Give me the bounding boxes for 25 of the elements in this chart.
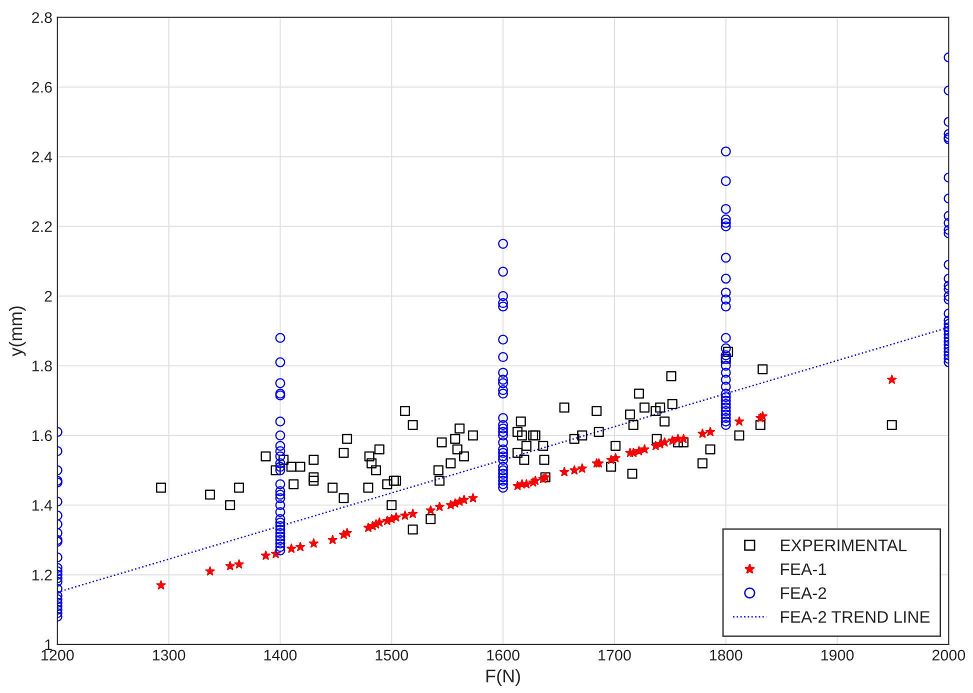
x-tick-label: 1500 [376, 650, 408, 661]
y-tick-label: 1.8 [32, 360, 52, 372]
legend-label: FEA-2 TREND LINE [781, 611, 930, 623]
x-tick-label: 1200 [42, 650, 74, 661]
x-tick-label: 1300 [152, 650, 186, 661]
x-tick-label: 1800 [710, 650, 742, 661]
y-tick-label: 1.4 [32, 500, 52, 511]
x-tick-label: 1900 [821, 650, 854, 661]
legend-label: FEA-2 [781, 587, 826, 599]
y-tick-label: 2.8 [32, 12, 52, 24]
x-tick-label: 1400 [264, 650, 297, 661]
y-tick-label: 2 [44, 290, 52, 302]
y-tick-label: 1.6 [32, 430, 52, 442]
x-axis-title: F(N) [486, 669, 520, 686]
legend-label: FEA-1 [781, 563, 826, 575]
x-tick-label: 1600 [487, 650, 520, 661]
y-tick-label: 1.2 [32, 570, 52, 580]
x-tick-label: 2000 [932, 650, 966, 661]
legend-label: EXPERIMENTAL [781, 540, 907, 552]
y-tick-label: 2.4 [32, 152, 52, 162]
y-tick-label: 2.6 [32, 82, 52, 93]
y-axis-title: y(mm) [8, 306, 26, 356]
y-tick-label: 2.2 [32, 221, 52, 232]
x-tick-label: 1700 [598, 650, 631, 661]
y-tick-label: 1 [45, 640, 52, 650]
